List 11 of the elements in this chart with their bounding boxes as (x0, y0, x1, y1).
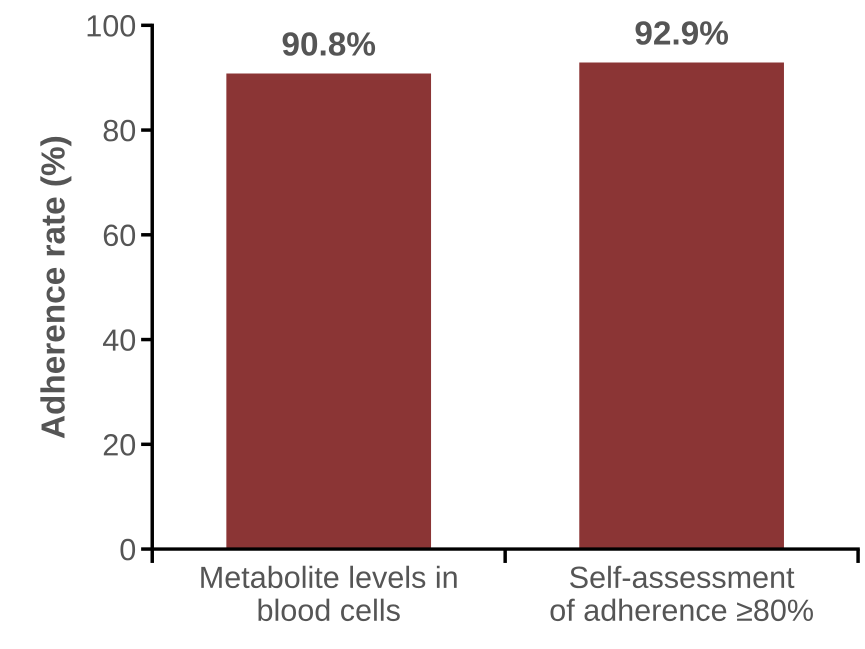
y-tick-label: 100 (88, 15, 136, 37)
y-axis-title: Adherence rate (%) (40, 136, 72, 438)
y-tick-label: 60 (104, 224, 136, 246)
data-label: 90.8% (282, 32, 376, 56)
y-tick-label: 20 (104, 434, 136, 456)
x-tick-label: Self-assessment of adherence ≥80% (550, 566, 813, 622)
y-tick-label: 40 (102, 329, 136, 351)
y-tick-label: 80 (104, 120, 136, 142)
x-tick-label: Metabolite levels in blood cells (201, 566, 457, 622)
y-tick-label: 0 (120, 538, 136, 560)
data-label: 92.9% (636, 21, 728, 45)
